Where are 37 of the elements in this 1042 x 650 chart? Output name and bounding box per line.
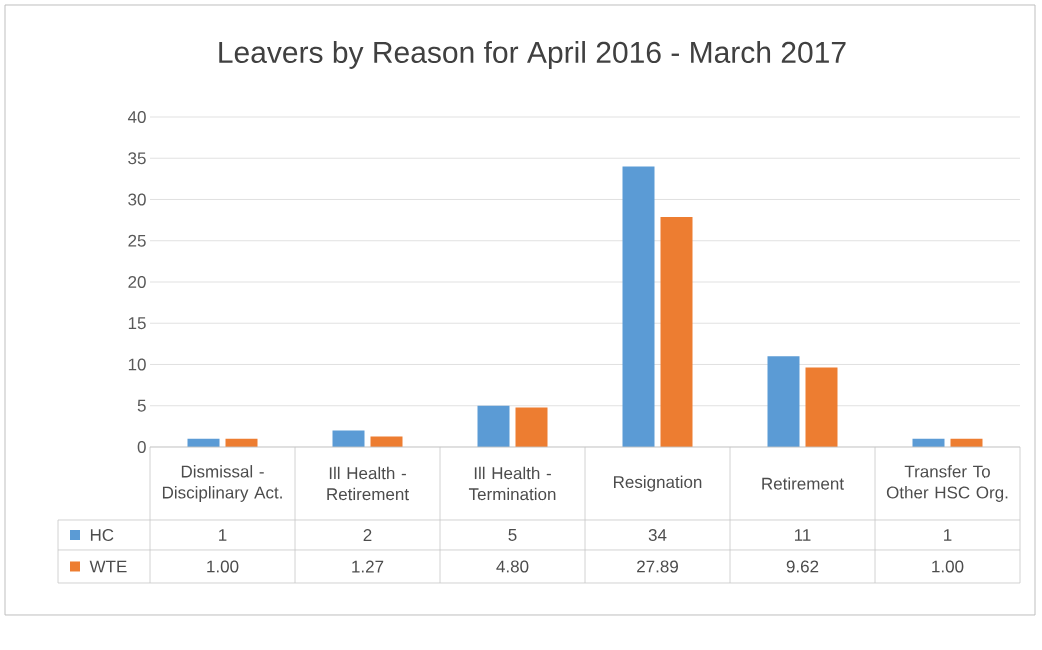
x-tick-label: Resignation [614, 475, 702, 492]
x-tick-label: Ill Health - Termination [468, 466, 556, 501]
data-label: 1 [944, 529, 952, 541]
data-label: 1 [219, 529, 227, 541]
y-tick-label: 20 [128, 275, 146, 289]
data-label: 4.80 [496, 560, 529, 573]
y-tick-label: 25 [128, 234, 146, 247]
data-label: 11 [794, 529, 811, 541]
y-tick-label: 35 [128, 152, 146, 165]
bar [622, 166, 655, 447]
data-label: 34 [648, 528, 667, 542]
bar [767, 356, 800, 447]
data-label: 1.00 [207, 560, 239, 573]
y-tick-label: 15 [128, 317, 146, 330]
data-label: 9.62 [786, 560, 819, 573]
bar [332, 430, 365, 447]
legend-label: WTE [89, 560, 127, 573]
legend-label: HC [90, 528, 114, 542]
x-tick-label: Retirement [762, 477, 844, 490]
data-label: 1.27 [352, 560, 384, 573]
x-tick-label: Dismissal - Disciplinary Act. [162, 465, 282, 502]
data-label: 1.00 [932, 560, 964, 573]
data-label: 27.89 [637, 560, 678, 573]
y-tick-label: 0 [137, 440, 146, 454]
y-tick-label: 40 [127, 110, 146, 124]
bar [660, 216, 693, 447]
chart-title: Leavers by Reason for April 2016 - March 2017 [219, 41, 846, 69]
data-label: 5 [508, 529, 517, 541]
y-tick-label: 30 [128, 193, 146, 206]
bar [477, 405, 510, 447]
data-label: 2 [363, 529, 372, 541]
y-tick-label: 5 [137, 399, 146, 412]
bar [515, 407, 548, 447]
x-tick-label: Ill Health - Retirement [327, 466, 409, 501]
bar [805, 367, 838, 447]
x-tick-label: Transfer To Other HSC Org. [886, 465, 1008, 502]
y-tick-label: 10 [128, 358, 146, 371]
